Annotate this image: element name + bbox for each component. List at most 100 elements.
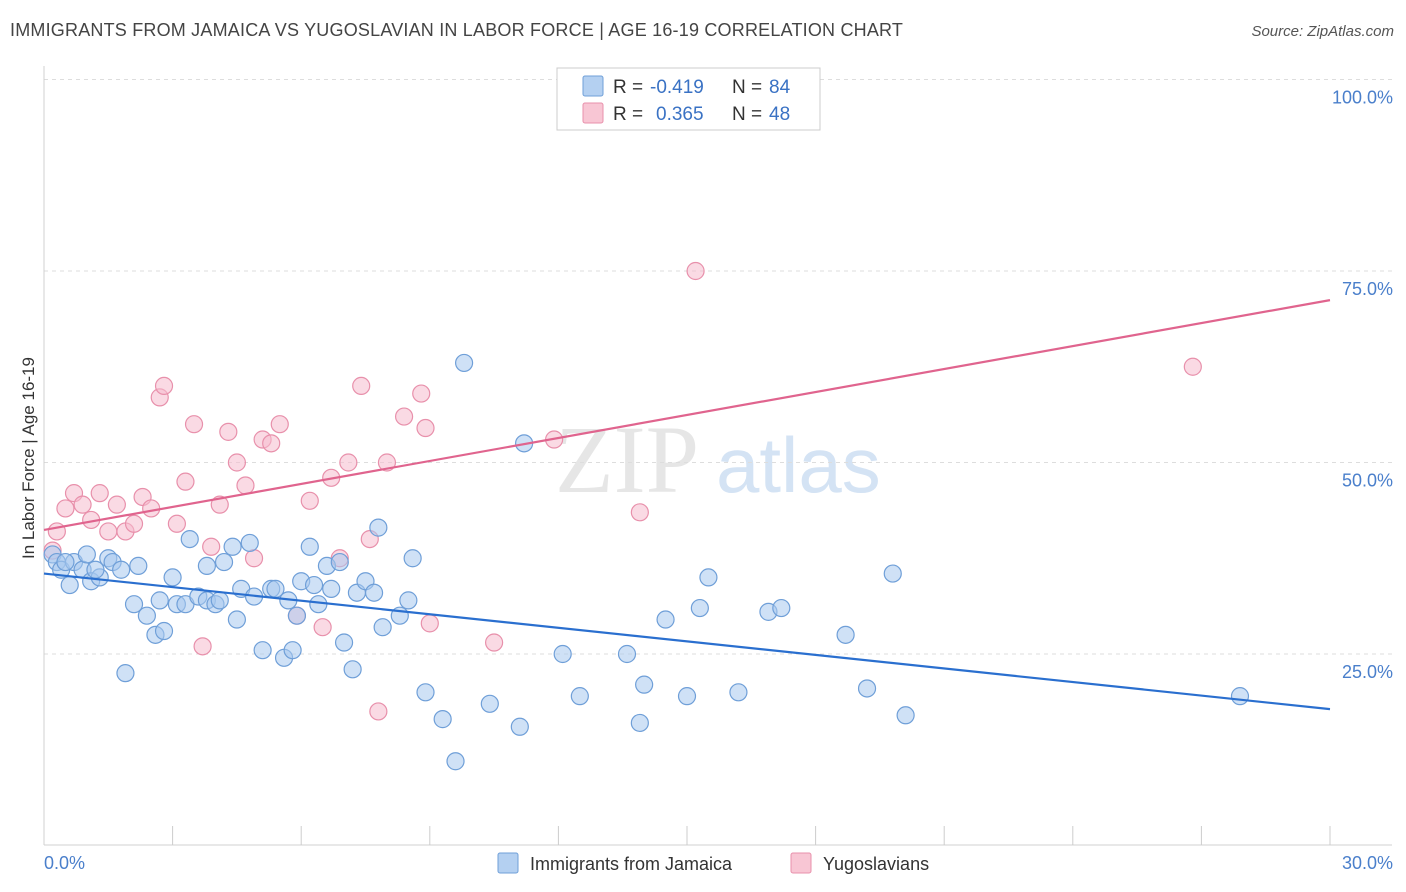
jamaica-point: [857, 679, 877, 698]
yugoslavian-point: [176, 472, 195, 491]
yugoslavian-point: [300, 491, 319, 510]
jamaica-point: [656, 610, 675, 629]
jamaica-point: [330, 552, 349, 572]
stats-legend: R = -0.419 N = 84 R = 0.365 N = 48: [556, 67, 821, 131]
y-axis-label: In Labor Force | Age 16-19: [19, 357, 38, 559]
legend-r-value-2: 0.365: [656, 104, 704, 125]
jamaica-point: [630, 713, 649, 733]
legend-n-label-1: N =: [732, 77, 762, 98]
yugo-legend-swatch: [582, 102, 604, 124]
jamaica-point: [300, 537, 319, 556]
jamaica-point: [364, 583, 384, 602]
yugoslavian-point: [339, 453, 358, 472]
jamaica-point: [60, 575, 79, 595]
yugoslavian-point: [210, 495, 229, 514]
jamaica-point: [454, 353, 474, 373]
jamaica-point: [163, 568, 182, 587]
jamaica-point: [154, 621, 174, 641]
legend-n-value-2: 48: [769, 104, 790, 125]
trend-lines: [43, 299, 1331, 711]
yugoslavian-point: [630, 503, 649, 522]
y-tick-label: 75.0%: [1342, 279, 1393, 299]
yugoslavian-point: [124, 514, 144, 533]
jamaica-point: [112, 560, 131, 579]
yugoslavian-point: [377, 453, 397, 472]
yugoslavian-point: [99, 522, 118, 541]
x-tick-label-min: 0.0%: [44, 853, 85, 873]
yugoslavian-point: [236, 476, 255, 495]
yugo-series-swatch: [790, 852, 812, 874]
jamaica-point: [570, 687, 589, 706]
source-label: Source: ZipAtlas.com: [1251, 23, 1394, 40]
jamaica-point: [334, 633, 354, 652]
yugoslavian-point: [227, 453, 246, 472]
y-tick-label: 50.0%: [1342, 471, 1393, 491]
jamaica-point: [772, 598, 791, 618]
yugoslavian-point: [184, 415, 204, 434]
jamaica-point: [180, 529, 199, 549]
yugoslavian-point: [219, 422, 238, 441]
jamaica-point: [677, 687, 697, 706]
jamaica-point: [116, 664, 135, 683]
jamaica-legend-swatch: [582, 75, 604, 97]
jamaica-series-swatch: [497, 852, 519, 874]
yugoslavian-point: [270, 415, 289, 434]
watermark-atlas: atlas: [716, 421, 881, 509]
jamaica-point: [197, 556, 216, 576]
legend-r-label-1: R =: [613, 77, 643, 98]
yugoslavian-point: [167, 514, 186, 533]
jamaica-point: [690, 598, 709, 618]
watermark-zip: ZIP: [555, 406, 699, 513]
yugoslavian-point: [1183, 357, 1202, 376]
jamaica-point: [433, 710, 452, 729]
yugoslavian-point: [394, 407, 414, 426]
yugoslavian-point: [142, 499, 161, 518]
jamaica-points: [43, 353, 1250, 771]
jamaica-point: [56, 552, 75, 572]
jamaica-point: [343, 660, 362, 679]
y-tick-label: 25.0%: [1342, 662, 1393, 682]
jamaica-point: [150, 591, 169, 610]
jamaica-point: [617, 644, 637, 664]
jamaica-point: [322, 579, 341, 598]
jamaica-point: [553, 644, 572, 664]
yugoslavian-point: [416, 418, 435, 438]
jamaica-point: [214, 552, 234, 572]
series-legend: Immigrants from Jamaica Yugoslavians: [497, 852, 929, 874]
jamaica-point: [373, 618, 392, 637]
jamaica-point: [253, 641, 272, 660]
jamaica-trend-line: [43, 572, 1331, 711]
jamaica-point: [510, 717, 529, 736]
yugoslavian-point: [686, 261, 705, 281]
y-tick-labels: 100.0% 75.0% 50.0% 25.0%: [1332, 88, 1393, 683]
jamaica-point: [399, 591, 418, 610]
jamaica-point: [480, 694, 499, 713]
jamaica-point: [883, 564, 902, 583]
yugoslavian-point: [107, 495, 126, 514]
legend-r-label-2: R =: [613, 104, 643, 125]
jamaica-point: [223, 537, 242, 556]
yugoslavian-point: [202, 537, 221, 556]
jamaica-point: [729, 683, 748, 702]
x-tick-label-max: 30.0%: [1342, 853, 1393, 873]
legend-n-value-1: 84: [769, 77, 791, 98]
jamaica-point: [227, 610, 246, 629]
jamaica-point: [369, 518, 388, 537]
jamaica-point: [446, 752, 465, 771]
jamaica-point: [836, 625, 855, 644]
yugoslavian-point: [262, 434, 281, 453]
legend-n-label-2: N =: [732, 104, 762, 125]
yugoslavian-trend-line: [43, 299, 1331, 531]
yugoslavian-points: [43, 70, 1202, 721]
yugoslavian-point: [73, 495, 92, 514]
jamaica-point: [699, 568, 718, 587]
jamaica-point: [304, 575, 324, 595]
chart-title: IMMIGRANTS FROM JAMAICA VS YUGOSLAVIAN I…: [10, 20, 904, 40]
yugoslavian-point: [244, 549, 264, 568]
jamaica-point: [896, 706, 915, 725]
jamaica-point: [403, 549, 422, 568]
yugoslavian-point: [193, 637, 212, 656]
yugoslavian-point: [420, 614, 439, 633]
yugoslavian-point: [313, 618, 332, 637]
